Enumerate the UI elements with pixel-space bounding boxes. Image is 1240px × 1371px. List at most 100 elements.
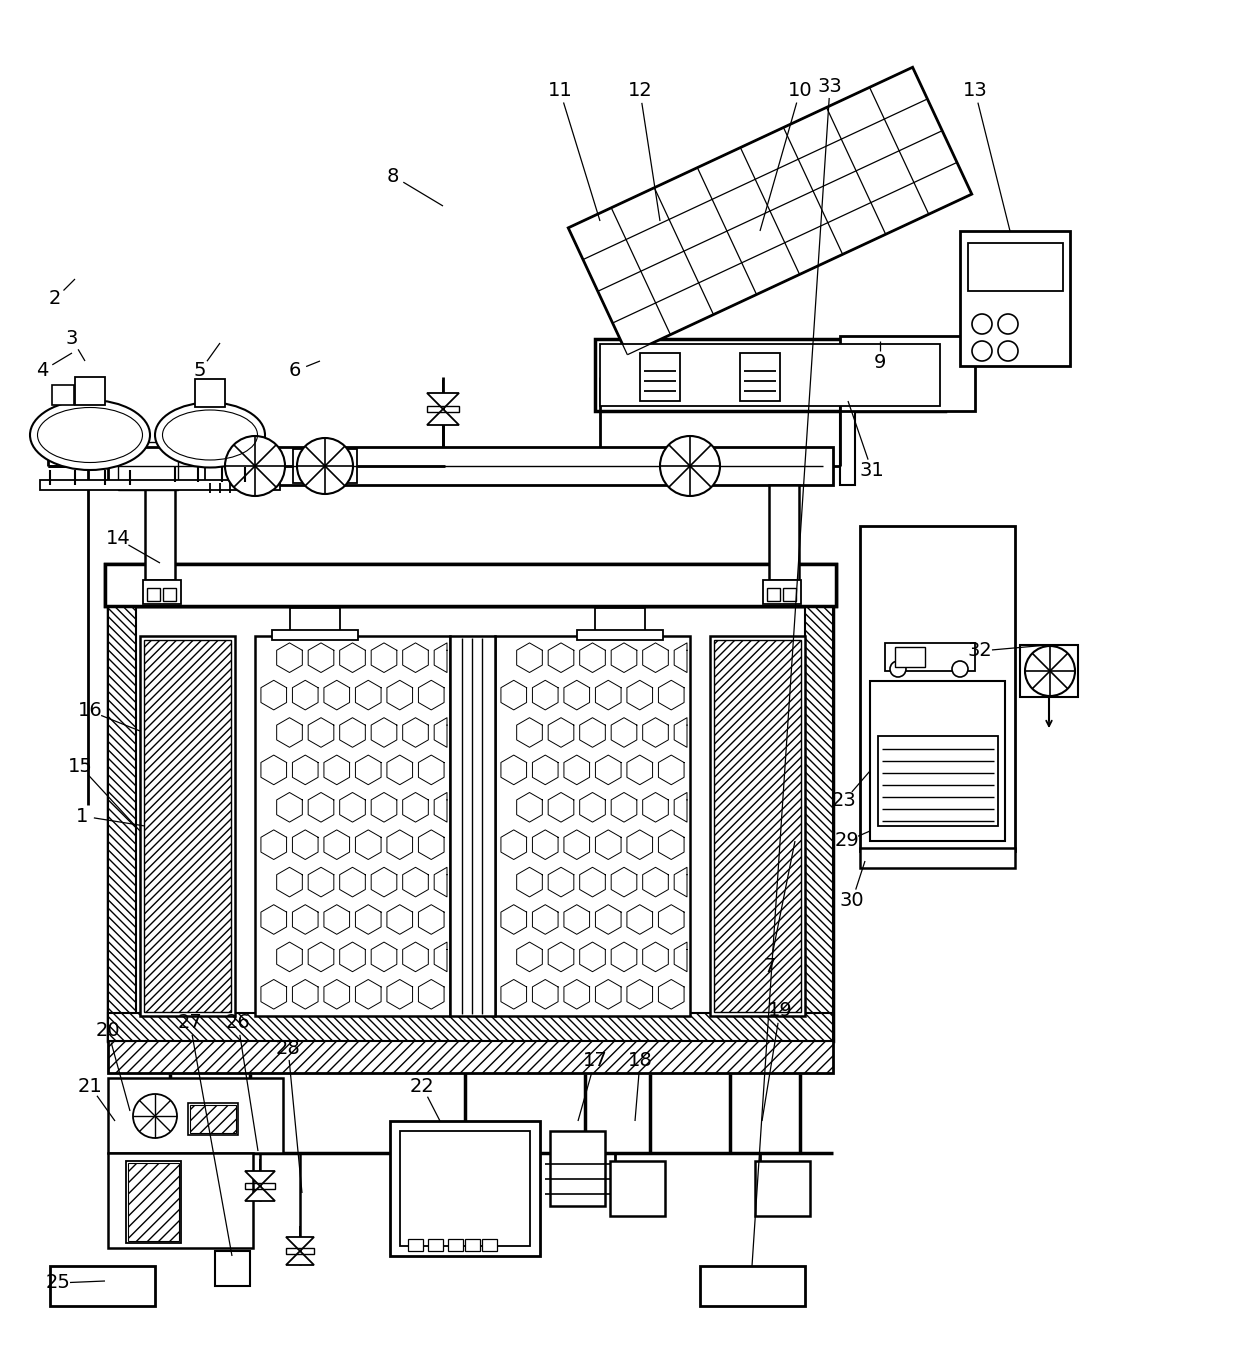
Circle shape — [133, 1094, 177, 1138]
Bar — [108, 1013, 833, 1041]
Bar — [769, 485, 799, 580]
Text: 5: 5 — [193, 362, 206, 381]
Bar — [105, 563, 836, 606]
Bar — [108, 1153, 253, 1248]
Text: 29: 29 — [835, 831, 859, 850]
Bar — [144, 640, 231, 1012]
Bar — [755, 1161, 810, 1216]
Bar — [885, 643, 975, 670]
Bar — [763, 580, 801, 605]
Bar — [960, 230, 1070, 366]
Bar — [640, 352, 680, 400]
Bar — [140, 636, 236, 1016]
Text: 13: 13 — [962, 81, 987, 100]
Circle shape — [890, 661, 906, 677]
Bar — [118, 441, 179, 489]
Circle shape — [298, 437, 353, 494]
Bar — [108, 1078, 283, 1153]
Bar — [205, 448, 241, 483]
Circle shape — [224, 436, 285, 496]
Text: 11: 11 — [548, 81, 573, 100]
Bar — [577, 631, 663, 640]
Bar — [600, 344, 940, 406]
Bar — [108, 606, 833, 1041]
Bar — [128, 1163, 179, 1241]
Text: 3: 3 — [66, 329, 78, 348]
Circle shape — [998, 341, 1018, 361]
Bar — [895, 647, 925, 668]
Bar — [145, 485, 175, 580]
Bar — [108, 1039, 833, 1073]
Bar — [482, 1239, 497, 1250]
Bar — [870, 681, 1004, 840]
Bar — [40, 480, 280, 489]
Bar — [805, 606, 833, 1041]
Bar — [701, 1265, 805, 1307]
Polygon shape — [427, 393, 459, 409]
Text: 27: 27 — [177, 1013, 202, 1032]
Bar — [105, 563, 836, 606]
Bar — [188, 1104, 238, 1135]
Text: 16: 16 — [78, 702, 103, 721]
Text: 31: 31 — [859, 462, 884, 480]
Bar — [450, 636, 495, 1016]
Circle shape — [1025, 646, 1075, 696]
Bar — [162, 588, 176, 600]
Text: 6: 6 — [289, 362, 301, 381]
Bar — [839, 336, 975, 411]
Bar — [293, 448, 357, 483]
Text: 21: 21 — [78, 1076, 103, 1095]
Text: 10: 10 — [787, 81, 812, 100]
Bar — [465, 1239, 480, 1250]
Bar — [782, 588, 796, 600]
Text: 15: 15 — [67, 757, 93, 776]
Bar — [839, 385, 856, 485]
Bar — [255, 636, 450, 1016]
Bar — [290, 607, 340, 633]
Bar — [968, 243, 1063, 291]
Circle shape — [972, 314, 992, 335]
Polygon shape — [568, 67, 972, 355]
Bar — [190, 1105, 236, 1132]
Bar — [595, 339, 945, 411]
Text: 8: 8 — [387, 166, 399, 185]
Bar — [108, 606, 136, 1041]
Bar — [126, 1161, 181, 1243]
Text: 26: 26 — [226, 1013, 250, 1032]
Ellipse shape — [30, 400, 150, 470]
Circle shape — [952, 661, 968, 677]
Bar — [448, 1239, 463, 1250]
Bar — [495, 636, 689, 1016]
Bar — [401, 1131, 529, 1246]
Bar — [551, 1131, 605, 1206]
Bar — [246, 1183, 275, 1189]
Text: 1: 1 — [76, 806, 88, 825]
Text: 32: 32 — [967, 642, 992, 661]
Circle shape — [660, 436, 720, 496]
Text: 19: 19 — [768, 1001, 792, 1020]
Bar — [74, 377, 105, 404]
Circle shape — [998, 314, 1018, 335]
Text: 23: 23 — [832, 791, 857, 810]
Bar — [427, 406, 459, 413]
Text: 28: 28 — [275, 1038, 300, 1057]
Circle shape — [972, 341, 992, 361]
Bar — [610, 1161, 665, 1216]
Bar — [740, 352, 780, 400]
Bar — [595, 607, 645, 633]
Text: 20: 20 — [95, 1021, 120, 1041]
Bar — [428, 1239, 443, 1250]
Bar — [148, 588, 160, 600]
Polygon shape — [427, 409, 459, 425]
Ellipse shape — [155, 403, 265, 468]
Bar — [714, 640, 801, 1012]
Bar — [195, 378, 224, 407]
Text: 22: 22 — [409, 1076, 434, 1095]
Text: 7: 7 — [764, 957, 776, 976]
Bar — [272, 631, 358, 640]
Bar — [768, 588, 780, 600]
Bar — [215, 1250, 250, 1286]
Bar — [108, 447, 833, 485]
Text: 4: 4 — [36, 362, 48, 381]
Polygon shape — [246, 1186, 275, 1201]
